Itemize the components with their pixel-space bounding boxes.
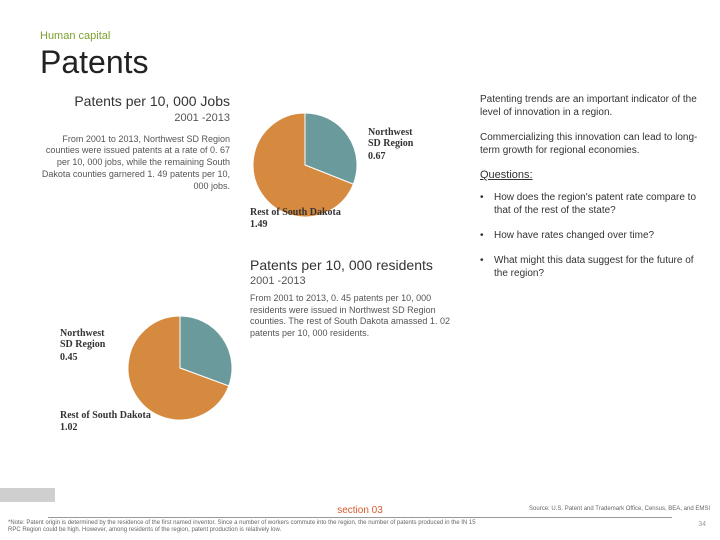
question-item: How does the region's patent rate compar… bbox=[480, 191, 700, 217]
source-text: Source: U.S. Patent and Trademark Office… bbox=[529, 506, 710, 512]
chart1-body: From 2001 to 2013, Northwest SD Region c… bbox=[40, 134, 230, 192]
page-title: Patents bbox=[40, 44, 680, 81]
svg-text:Rest of South Dakota: Rest of South Dakota bbox=[60, 410, 151, 421]
question-item: What might this data suggest for the fut… bbox=[480, 254, 700, 280]
chart1-heading: Patents per 10, 000 Jobs bbox=[40, 93, 230, 110]
svg-text:1.02: 1.02 bbox=[60, 422, 78, 433]
footnote: *Note: Patent origin is determined by th… bbox=[8, 520, 488, 534]
left-column: Patents per 10, 000 Jobs 2001 -2013 From… bbox=[40, 93, 230, 192]
svg-text:Rest of South Dakota: Rest of South Dakota bbox=[250, 207, 341, 218]
svg-text:1.49: 1.49 bbox=[250, 219, 268, 230]
chart1-container: NorthwestSD Region 0.67 Rest of South Dako… bbox=[250, 93, 460, 253]
page-number: 34 bbox=[698, 521, 706, 528]
svg-text:NorthwestSD Region: NorthwestSD Region bbox=[60, 328, 106, 350]
page-footer: section 03 *Note: Patent origin is deter… bbox=[0, 505, 720, 534]
chart2-body: From 2001 to 2013, 0. 45 patents per 10,… bbox=[250, 293, 460, 340]
svg-text:NorthwestSD Region: NorthwestSD Region bbox=[368, 127, 414, 149]
question-item: How have rates changed over time? bbox=[480, 229, 700, 242]
decorative-bar bbox=[0, 488, 55, 502]
category-tag: Human capital bbox=[40, 30, 680, 42]
intro-para-2: Commercializing this innovation can lead… bbox=[480, 131, 700, 157]
intro-para-1: Patenting trends are an important indica… bbox=[480, 93, 700, 119]
chart1-date: 2001 -2013 bbox=[40, 112, 230, 124]
chart2-heading: Patents per 10, 000 residents bbox=[250, 257, 460, 273]
center-column: NorthwestSD Region 0.67 Rest of South Dako… bbox=[250, 93, 460, 340]
pie-chart-residents: NorthwestSD Region 0.45 Rest of South Dako… bbox=[60, 300, 260, 450]
chart2-date: 2001 -2013 bbox=[250, 275, 460, 287]
svg-text:0.67: 0.67 bbox=[368, 151, 386, 162]
questions-heading: Questions: bbox=[480, 169, 700, 181]
questions-list: How does the region's patent rate compar… bbox=[480, 191, 700, 280]
right-column: Patenting trends are an important indica… bbox=[480, 93, 700, 292]
pie-chart-jobs: NorthwestSD Region 0.67 Rest of South Dako… bbox=[250, 93, 460, 253]
svg-text:0.45: 0.45 bbox=[60, 352, 78, 363]
